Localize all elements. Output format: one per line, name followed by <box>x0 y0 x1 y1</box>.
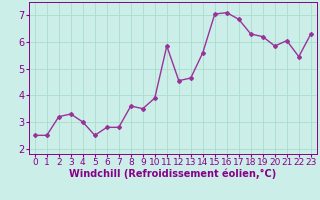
X-axis label: Windchill (Refroidissement éolien,°C): Windchill (Refroidissement éolien,°C) <box>69 169 276 179</box>
